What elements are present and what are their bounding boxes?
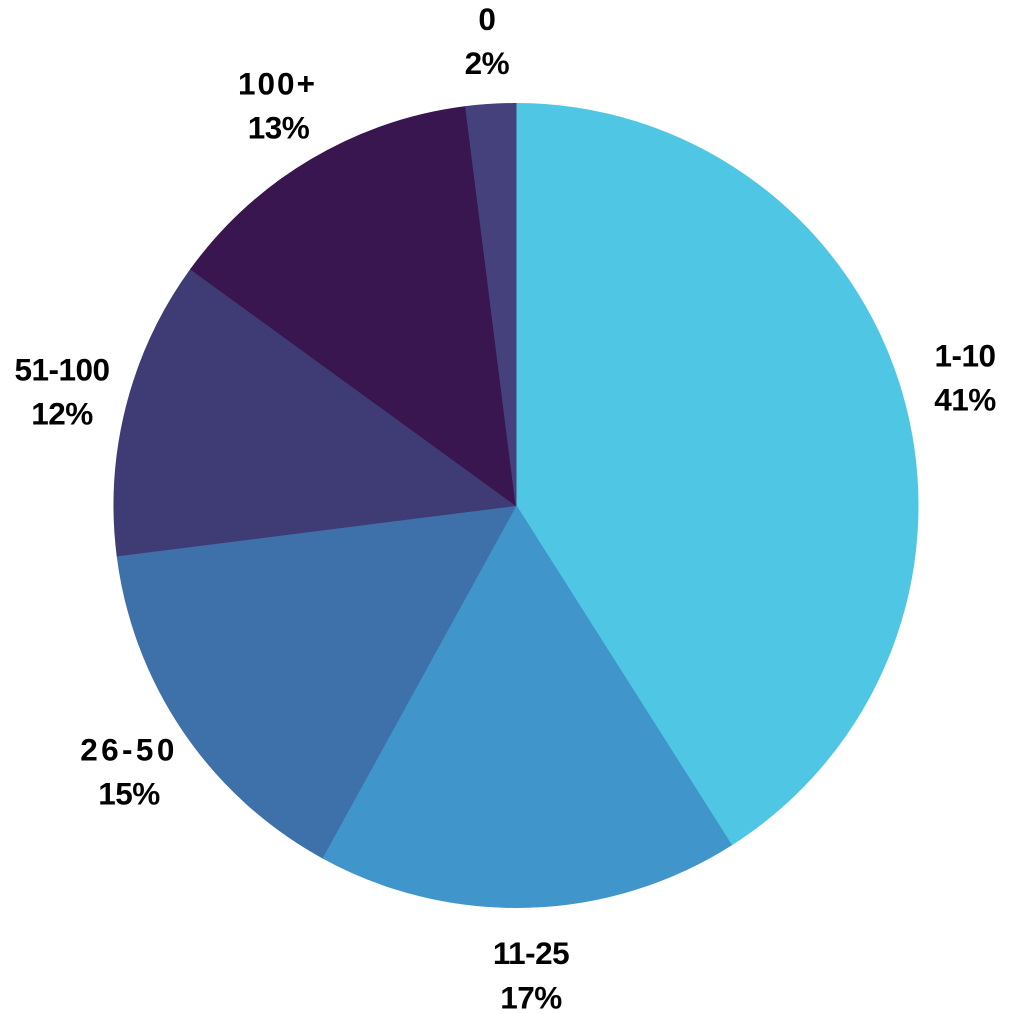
svg-text:12%: 12%	[31, 395, 93, 431]
svg-text:13%: 13%	[248, 109, 310, 145]
svg-text:41%: 41%	[934, 382, 996, 418]
svg-text:2%: 2%	[465, 45, 510, 81]
svg-text:26-50: 26-50	[80, 731, 178, 767]
svg-text:100+: 100+	[238, 66, 317, 102]
svg-text:11-25: 11-25	[493, 935, 569, 971]
svg-text:15%: 15%	[98, 775, 160, 811]
svg-text:0: 0	[478, 1, 495, 37]
svg-text:51-100: 51-100	[14, 352, 109, 388]
svg-text:17%: 17%	[500, 979, 562, 1014]
svg-text:1-10: 1-10	[934, 337, 995, 373]
